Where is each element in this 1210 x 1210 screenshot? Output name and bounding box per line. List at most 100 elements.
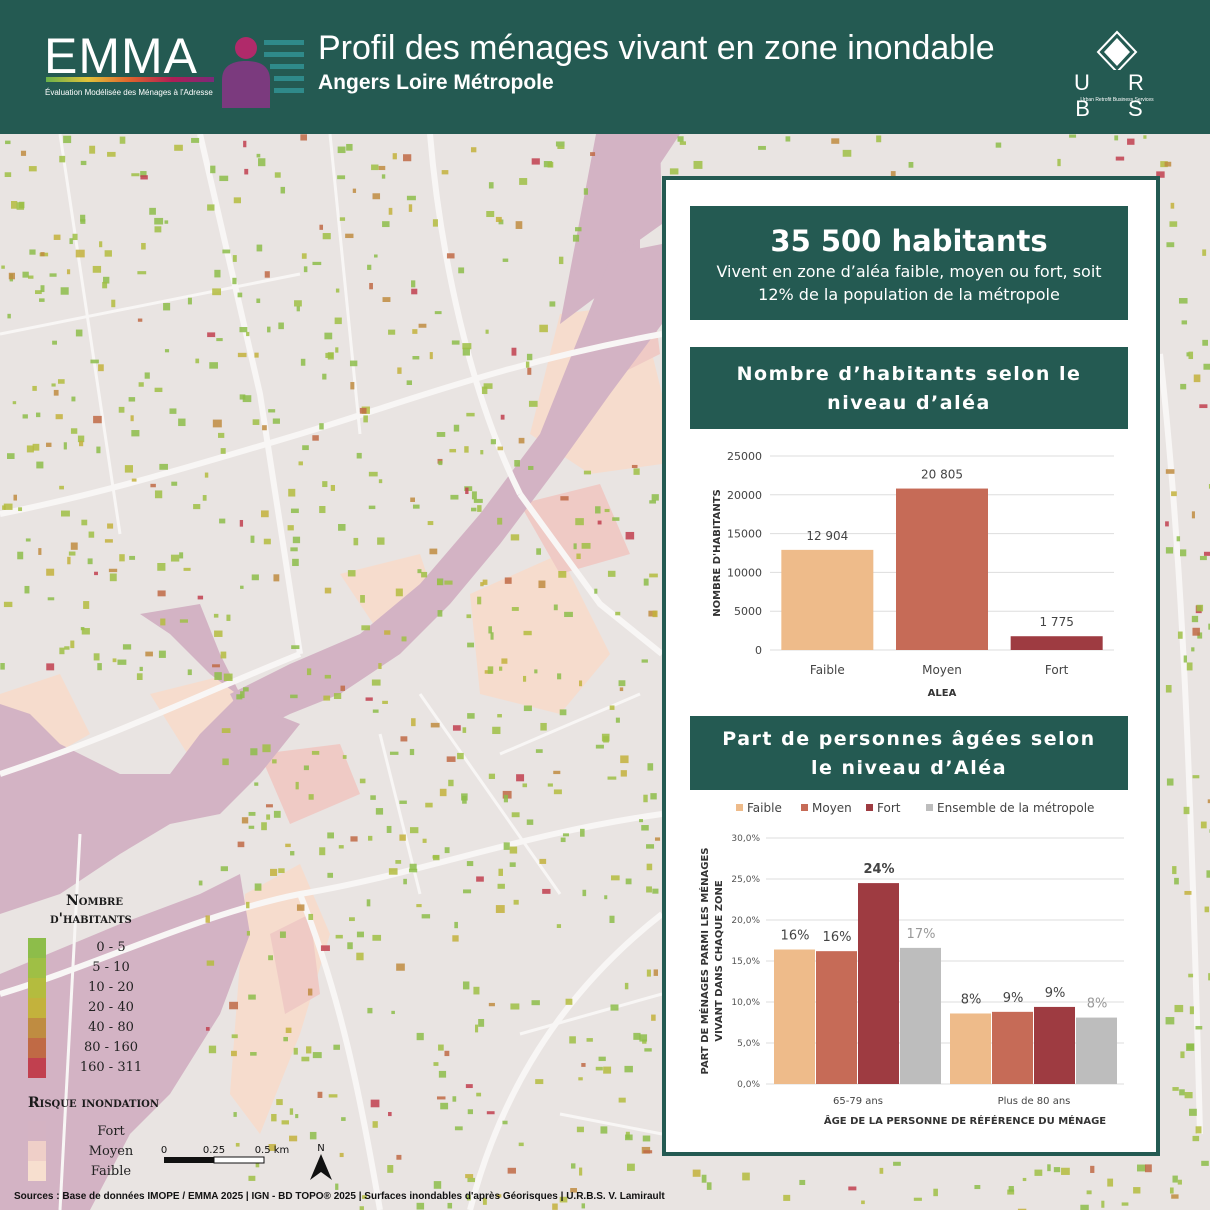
building <box>1169 1187 1174 1194</box>
building <box>523 630 532 636</box>
building <box>416 1202 425 1210</box>
legend-population-swatch <box>28 978 46 998</box>
building <box>1208 484 1210 489</box>
building <box>290 851 295 856</box>
building <box>256 153 261 158</box>
building <box>340 685 346 691</box>
building <box>465 487 469 495</box>
chart1-title-line-1: Nombre d’habitants selon le <box>736 363 1082 385</box>
building <box>1184 890 1192 895</box>
building <box>421 571 428 578</box>
building <box>466 861 474 867</box>
building <box>597 520 602 525</box>
building <box>509 862 516 867</box>
building <box>387 1165 394 1173</box>
building <box>471 491 477 500</box>
chart2-ytick-label: 0,0% <box>737 1080 760 1090</box>
diamond-icon <box>1096 30 1138 70</box>
chart2-value-label: 8% <box>961 992 982 1007</box>
building <box>382 700 388 704</box>
building <box>396 963 405 971</box>
building <box>692 1169 701 1177</box>
building <box>262 744 271 753</box>
building <box>488 1002 495 1007</box>
building <box>92 265 102 273</box>
building <box>239 394 246 400</box>
building <box>464 446 469 453</box>
legend-population-label: 160 - 311 <box>79 1060 143 1075</box>
building <box>138 382 144 387</box>
building <box>522 783 528 788</box>
emma-logo-color-bar <box>46 77 214 82</box>
legend-population-label: 40 - 80 <box>88 1020 134 1035</box>
chart1-category-label: Moyen <box>922 663 962 677</box>
building <box>363 415 368 423</box>
building <box>350 382 355 390</box>
building <box>212 664 220 668</box>
building <box>70 542 78 550</box>
building <box>378 663 382 670</box>
key-stat-line-1: Vivent en zone d’aléa faible, moyen ou f… <box>716 262 1102 281</box>
building <box>278 322 284 330</box>
building <box>604 508 610 513</box>
building <box>514 460 520 467</box>
building <box>349 360 358 367</box>
building <box>406 380 413 386</box>
building <box>669 168 679 175</box>
building <box>502 1120 508 1125</box>
chart2-value-label: 16% <box>823 930 852 945</box>
building <box>434 311 442 315</box>
building <box>536 548 542 555</box>
building <box>4 172 12 178</box>
building <box>219 175 229 182</box>
building <box>353 537 359 546</box>
building <box>677 136 684 142</box>
building <box>339 1152 344 1158</box>
building <box>276 1099 283 1106</box>
building <box>462 981 470 990</box>
building <box>371 679 381 686</box>
building <box>131 173 140 177</box>
building <box>338 845 344 849</box>
building <box>557 145 565 149</box>
building <box>1195 1025 1203 1030</box>
building <box>128 397 136 402</box>
building <box>612 517 620 521</box>
sources-footer: Sources : Base de données IMOPE / EMMA 2… <box>14 1191 665 1202</box>
building <box>179 552 184 559</box>
building <box>137 318 143 322</box>
chart1-bar <box>896 488 988 650</box>
building <box>63 442 67 450</box>
chart2-ytick-label: 20,0% <box>731 916 760 926</box>
chart1-ytick-label: 10000 <box>727 566 762 579</box>
building <box>55 414 63 420</box>
building <box>327 832 334 839</box>
chart1-title-box: Nombre d’habitants selon le niveau d’alé… <box>690 347 1128 429</box>
building <box>8 272 15 280</box>
building <box>418 323 427 328</box>
header-banner: EMMA Évaluation Modélisée des Ménages à … <box>0 0 1210 134</box>
building <box>359 1206 364 1210</box>
building <box>416 1032 424 1041</box>
building <box>1201 1160 1209 1166</box>
building <box>356 931 364 938</box>
building <box>452 725 461 731</box>
building <box>1191 511 1195 519</box>
building <box>557 673 562 680</box>
building <box>502 790 512 799</box>
building <box>145 651 153 657</box>
building <box>150 483 156 488</box>
building <box>261 510 269 518</box>
building <box>274 172 281 178</box>
building <box>347 942 353 950</box>
building <box>1208 973 1210 981</box>
building <box>467 642 475 648</box>
chart1-ytick-label: 25000 <box>727 450 762 463</box>
building <box>575 227 582 232</box>
building <box>1193 374 1201 383</box>
building <box>646 863 653 871</box>
legend-population-swatch <box>28 998 46 1018</box>
building <box>51 383 56 387</box>
building <box>293 1047 298 1055</box>
building <box>312 435 319 441</box>
